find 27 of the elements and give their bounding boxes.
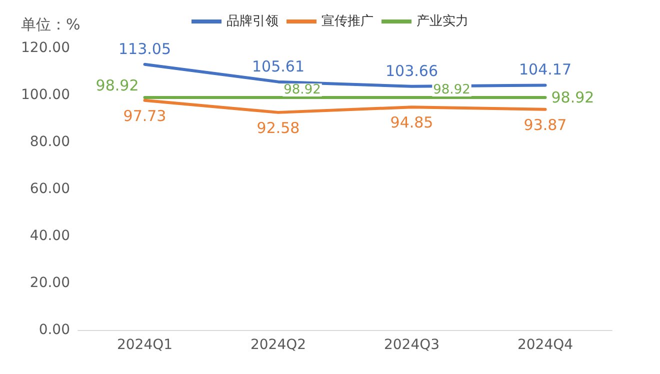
y-tick-label: 40.00 — [30, 228, 70, 244]
legend-label: 宣传推广 — [322, 13, 374, 29]
data-label: 97.73 — [123, 106, 166, 125]
data-label: 92.58 — [256, 118, 300, 137]
y-tick-label: 120.00 — [21, 40, 70, 56]
y-tick-label: 20.00 — [30, 275, 70, 291]
data-label: 104.17 — [519, 60, 572, 79]
legend-label: 产业实力 — [416, 14, 468, 29]
data-label: 103.66 — [386, 62, 438, 80]
y-tick-label: 0.00 — [38, 322, 70, 338]
legend-label: 品牌引领 — [226, 14, 278, 29]
y-tick-label: 100.00 — [21, 87, 70, 103]
data-label: 98.92 — [96, 76, 139, 95]
x-tick-label: 2024Q1 — [116, 337, 173, 353]
y-axis-title: 单位：% — [21, 16, 80, 34]
x-tick-label: 2024Q3 — [384, 337, 440, 353]
data-label: 94.85 — [390, 114, 434, 132]
x-tick-label: 2024Q4 — [517, 337, 574, 353]
data-label: 98.92 — [433, 82, 470, 98]
data-label: 113.05 — [118, 40, 171, 58]
data-label: 105.61 — [252, 57, 304, 76]
data-label: 98.92 — [551, 88, 594, 107]
data-label: 93.87 — [524, 116, 567, 134]
y-tick-label: 60.00 — [30, 181, 70, 197]
x-tick-label: 2024Q2 — [250, 337, 306, 353]
y-tick-label: 80.00 — [30, 134, 70, 150]
data-label: 98.92 — [284, 82, 321, 98]
